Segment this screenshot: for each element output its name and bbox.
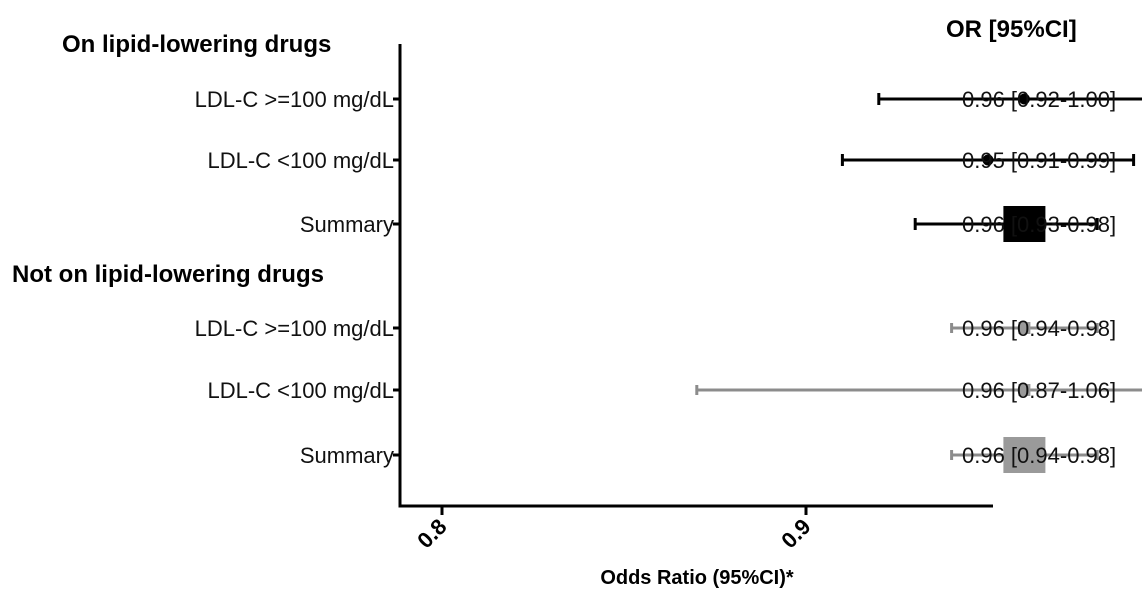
row-label-1-1: LDL-C <100 mg/dL [208, 378, 395, 403]
summary-marker-0-2 [1003, 206, 1046, 242]
or-text-0-0: 0.96 [0.92-1.00] [962, 87, 1116, 112]
or-column-header: OR [95%CI] [946, 16, 1077, 43]
point-marker-0-0 [1018, 93, 1030, 105]
or-text-1-1: 0.96 [0.87-1.06] [962, 378, 1116, 403]
row-label-0-1: LDL-C <100 mg/dL [208, 148, 395, 173]
point-marker-0-1 [982, 154, 994, 166]
summary-marker-1-2 [1003, 437, 1046, 473]
or-text-0-2: 0.96 [0.93-0.98] [962, 212, 1116, 237]
or-text-0-1: 0.95 [0.91-0.99] [962, 148, 1116, 173]
row-label-1-2: Summary [300, 443, 394, 468]
x-tick-label-1: 0.9 [776, 514, 815, 553]
row-label-0-2: Summary [300, 212, 394, 237]
group-title-on-drugs: On lipid-lowering drugs [62, 31, 331, 58]
row-label-1-0: LDL-C >=100 mg/dL [195, 316, 394, 341]
point-marker-1-1 [1018, 384, 1031, 396]
or-text-1-0: 0.96 [0.94-0.98] [962, 316, 1116, 341]
or-text-1-2: 0.96 [0.94-0.98] [962, 443, 1116, 468]
x-axis-title: Odds Ratio (95%CI)* [600, 567, 794, 589]
row-label-0-0: LDL-C >=100 mg/dL [195, 87, 394, 112]
point-marker-1-0 [1018, 322, 1031, 334]
group-title-not-on-drugs: Not on lipid-lowering drugs [12, 261, 324, 288]
x-tick-label-0: 0.8 [412, 514, 451, 553]
